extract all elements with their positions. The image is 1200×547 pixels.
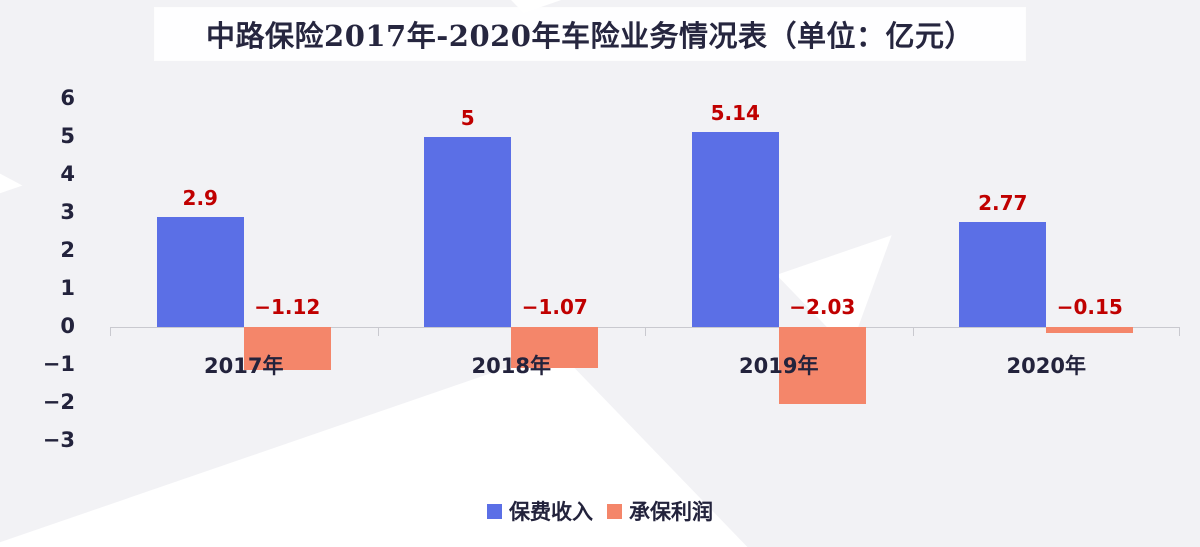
y-axis-tick-label: 6 <box>60 86 75 110</box>
y-axis-tick-label: 2 <box>60 238 75 262</box>
bar-value-label: −1.07 <box>521 295 588 319</box>
x-axis-category-label: 2019年 <box>739 354 819 378</box>
bar-premium-income <box>424 137 512 327</box>
x-axis-category-label: 2020年 <box>1006 354 1086 378</box>
bar-value-label: 2.9 <box>182 185 218 210</box>
bar-underwriting-profit <box>511 327 599 368</box>
bar-value-label: −0.15 <box>1056 295 1123 319</box>
legend-swatch-icon <box>487 503 502 519</box>
x-axis-category-label: 2017年 <box>204 354 284 378</box>
bar-premium-income <box>959 221 1047 327</box>
bar-premium-income <box>156 216 244 327</box>
bar-value-label: −1.12 <box>254 295 321 319</box>
y-axis-tick-label: 5 <box>60 124 75 148</box>
chart-title-text: 中路保险2017年-2020年车险业务情况表（单位：亿元） <box>206 19 974 53</box>
bar-underwriting-profit <box>243 327 331 370</box>
axis-tick <box>110 327 111 336</box>
bar-underwriting-profit <box>1046 327 1134 333</box>
axis-tick <box>1179 327 1180 336</box>
x-axis-category-label: 2018年 <box>471 354 551 378</box>
plot-area: 6 5 4 3 2 1 0 −1 −2 −3 2.9 −1.12 5 −1.07 5.14 −2.03 2.7… <box>43 85 1180 455</box>
legend-item[interactable]: 承保利润 <box>607 496 713 526</box>
y-axis-tick-label: 0 <box>60 314 75 338</box>
bar-value-label: 5.14 <box>710 100 760 125</box>
y-axis-tick-label: −3 <box>42 428 75 452</box>
legend-label: 保费收入 <box>509 500 593 524</box>
bar-value-label: 2.77 <box>978 190 1028 215</box>
axis-tick <box>377 327 379 336</box>
y-axis-tick-label: −2 <box>42 390 75 414</box>
chart-legend: 保费收入 承保利润 <box>0 496 1200 526</box>
bar-value-label: 5 <box>460 106 475 130</box>
axis-tick <box>912 327 914 336</box>
y-axis-tick-label: −1 <box>42 352 75 376</box>
bar-premium-income <box>691 131 779 327</box>
legend-item[interactable]: 保费收入 <box>487 496 593 526</box>
bar-value-label: −2.03 <box>789 295 856 319</box>
y-axis-tick-label: 4 <box>60 162 75 186</box>
legend-swatch-icon <box>607 503 622 519</box>
bar-underwriting-profit <box>778 327 866 405</box>
y-axis-tick-label: 1 <box>60 276 75 300</box>
chart-title: 中路保险2017年-2020年车险业务情况表（单位：亿元） <box>155 8 1025 60</box>
y-axis-tick-label: 3 <box>60 200 75 224</box>
legend-label: 承保利润 <box>629 500 713 524</box>
axis-tick <box>645 327 646 336</box>
